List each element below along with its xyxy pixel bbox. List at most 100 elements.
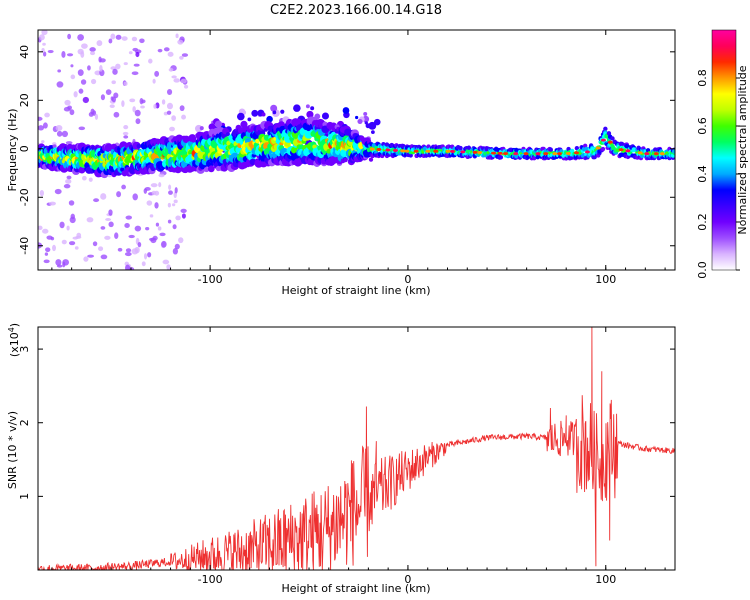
heatmap-cell (76, 232, 82, 238)
heatmap-cell (139, 38, 145, 44)
snr-line-layer (38, 327, 675, 570)
heatmap-cell (81, 43, 88, 49)
heatmap-cell (65, 141, 73, 145)
heatmap-cell (342, 107, 350, 114)
x-tick-label: -100 (198, 273, 223, 286)
colorbar-tick-label: 0.2 (696, 213, 709, 231)
heatmap-cell (100, 254, 108, 260)
heatmap-cell (90, 51, 96, 56)
heatmap-cell (132, 193, 138, 201)
heatmap-cell (472, 150, 478, 154)
heatmap-cell (77, 69, 84, 77)
heatmap-cell (552, 152, 558, 156)
heatmap-cell (174, 166, 182, 174)
heatmap-cell (115, 34, 122, 40)
x-tick-label: 100 (595, 273, 616, 286)
heatmap-cell (43, 259, 50, 264)
snr-frame (37, 326, 676, 571)
colorbar-gradient (711, 29, 737, 271)
heatmap-cell (38, 125, 45, 131)
heatmap-cell (163, 47, 170, 52)
heatmap-cell (140, 105, 145, 109)
heatmap-cell (368, 121, 377, 130)
heatmap-cell (166, 110, 172, 115)
heatmap-cell (96, 40, 103, 47)
heatmap-cell (115, 63, 121, 70)
heatmap-cell (535, 154, 540, 160)
heatmap-cell (531, 155, 537, 161)
heatmap-cell (63, 106, 71, 112)
heatmap-cell (392, 148, 398, 152)
heatmap-cell (70, 64, 74, 68)
heatmap-cell (174, 187, 178, 194)
heatmap-cell (306, 110, 314, 119)
heatmap-cell (181, 213, 186, 219)
heatmap-cell (180, 208, 187, 213)
heatmap-cell (113, 111, 120, 118)
heatmap-cell (173, 78, 181, 83)
heatmap-cell (132, 106, 136, 113)
heatmap-cell (82, 96, 90, 104)
heatmap-cell (208, 123, 216, 131)
heatmap-cell (82, 175, 87, 181)
heatmap-cell (42, 228, 49, 234)
heatmap-cell (111, 80, 116, 85)
heatmap-cell (121, 36, 128, 41)
heatmap-cell (266, 115, 273, 123)
heatmap-cell (38, 34, 45, 41)
heatmap-cell (92, 241, 98, 247)
heatmap-cell (610, 136, 615, 141)
heatmap-cell (104, 235, 111, 240)
heatmap-cell (133, 63, 140, 67)
heatmap-cell (158, 173, 165, 178)
heatmap-cell (68, 200, 75, 206)
heatmap-cell (88, 177, 93, 182)
heatmap-cell (89, 47, 96, 52)
heatmap-cell (99, 65, 103, 72)
heatmap-cell (137, 241, 142, 248)
heatmap-cell (78, 166, 86, 174)
heatmap-cell (364, 121, 368, 125)
heatmap-cell (404, 149, 410, 153)
heatmap-cell (54, 188, 62, 195)
heatmap-cell (513, 152, 519, 156)
heatmap-cell (445, 149, 451, 153)
snr-series-line (38, 327, 675, 570)
heatmap-cell (181, 114, 186, 120)
heatmap-cell (109, 104, 115, 109)
heatmap-cell (69, 109, 75, 116)
heatmap-cell (497, 151, 503, 155)
heatmap-cell (237, 112, 245, 121)
heatmap-cell (141, 261, 146, 267)
heatmap-cell (177, 39, 184, 45)
heatmap-cell (355, 115, 359, 120)
spectrogram-heatmap (38, 30, 675, 270)
heatmap-cell (557, 152, 563, 156)
heatmap-cell (148, 58, 153, 64)
heatmap-cell (607, 140, 613, 144)
heatmap-cell (55, 125, 63, 131)
heatmap-cell (56, 130, 63, 137)
heatmap-cell (123, 81, 128, 86)
heatmap-cell (625, 149, 631, 153)
heatmap-cell (603, 126, 608, 132)
colorbar-ticks: 0.0 0.2 0.4 0.6 0.8 (696, 69, 740, 279)
x-tick-label: 100 (595, 573, 616, 586)
heatmap-cell (108, 209, 113, 216)
heatmap-cell (128, 51, 133, 55)
heatmap-cell (134, 225, 142, 232)
heatmap-cell (433, 149, 439, 153)
y-tick-label: 3 (18, 346, 31, 353)
heatmap-cell (175, 33, 179, 39)
spectrogram-y-ticks: -40 -20 0 20 40 (18, 45, 675, 255)
heatmap-cell (498, 155, 504, 160)
heatmap-cell (90, 78, 97, 85)
heatmap-cell (157, 48, 163, 53)
heatmap-cell (108, 221, 114, 228)
heatmap-cell (61, 51, 66, 58)
heatmap-cell (167, 219, 172, 224)
heatmap-cell (94, 113, 99, 120)
colorbar-tick-label: 0.8 (696, 69, 709, 87)
x-tick-label: 0 (404, 573, 411, 586)
heatmap-cell (46, 235, 53, 240)
